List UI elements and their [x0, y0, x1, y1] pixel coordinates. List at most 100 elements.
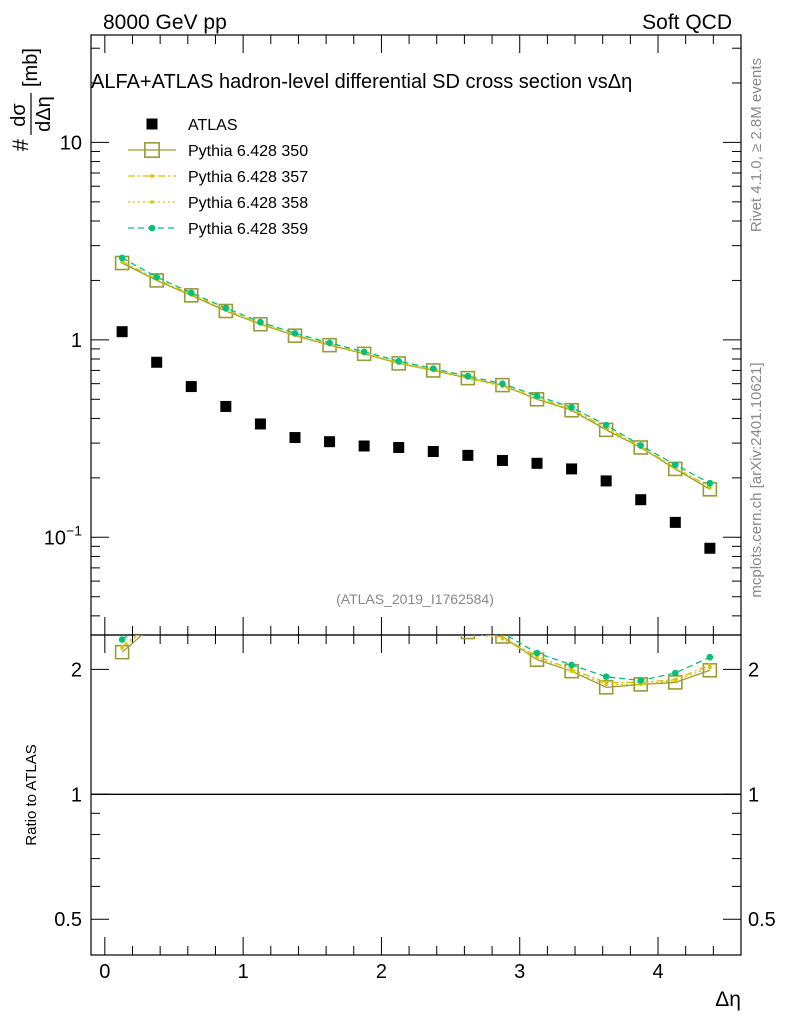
pythia-6-428-358-ratio-point [466, 630, 470, 634]
pythia-6-428-359-point [672, 461, 679, 469]
x-tick-label: 1 [238, 961, 249, 983]
pythia-6-428-350-ratio-point [427, 618, 440, 631]
pythia-6-428-359-ratio-line [121, 635, 711, 682]
ratio-y-tick-label-right: 2 [748, 659, 759, 681]
pythia-6-428-359-point [464, 372, 472, 380]
ratio-y-axis-label: Ratio to ATLAS [23, 744, 40, 845]
main-y-tick-label: 10 [60, 132, 82, 154]
ratio-data-marks [91, 571, 741, 795]
atlas-point [566, 463, 578, 475]
y-label-numerator: dσ [8, 103, 30, 127]
pythia-6-428-359-ratio-point [326, 584, 333, 591]
pythia-6-428-358-ratio-line [121, 635, 711, 686]
main-y-tick-label: 1 [71, 330, 82, 352]
y-label-prefix: # [8, 138, 33, 151]
pythia-6-428-359-ratio-point [637, 677, 645, 684]
pythia-6-428-350-point [633, 440, 649, 455]
pythia-6-428-358-ratio-point [155, 619, 159, 623]
process-label: Soft QCD [642, 11, 732, 34]
pythia-6-428-350-ratio-point [254, 578, 267, 591]
energy-label: 8000 GeV pp [103, 11, 227, 34]
atlas-point [220, 400, 232, 412]
y-label-denominator: dΔη [33, 96, 55, 132]
x-axis-label: Δη [715, 988, 741, 1011]
pythia-6-428-357-ratio-line [121, 635, 711, 684]
pythia-6-428-357-ratio-point [708, 663, 712, 667]
pythia-6-428-358-ratio-point [535, 656, 539, 660]
analysis-tag: (ATLAS_2019_I1762584) [336, 591, 494, 607]
pythia-6-428-359-line [121, 257, 711, 484]
pythia-6-428-358-ratio-point [431, 622, 435, 626]
ratio-y-tick-label-right: 1 [748, 784, 759, 806]
atlas-legend-marker [146, 118, 158, 130]
pythia-6-428-359-point [533, 392, 541, 400]
pythia-6-428-350-legend-label: Pythia 6.428 350 [188, 143, 308, 160]
pythia-6-428-359-point [395, 357, 403, 365]
ratio-y-tick-label: 1 [71, 784, 82, 806]
pythia-6-428-357-legend-marker [150, 174, 154, 178]
atlas-point [254, 418, 266, 430]
pythia-6-428-357-ratio-point [224, 589, 228, 593]
pythia-6-428-350-ratio-point [150, 616, 163, 629]
pythia-6-428-359-point [602, 421, 610, 429]
pythia-6-428-350-ratio-point [288, 574, 301, 587]
main-data-marks [114, 254, 718, 554]
pythia-6-428-358-ratio-point [293, 577, 297, 581]
pythia-6-428-358-point [708, 486, 712, 490]
atlas-point [496, 454, 508, 466]
atlas-point [116, 326, 128, 338]
pythia-6-428-359-ratio-point [257, 577, 264, 584]
pythia-6-428-357-ratio-point [189, 599, 193, 603]
pythia-6-428-359-legend-marker [148, 224, 156, 232]
legend: ATLAS Pythia 6.428 350 Pythia 6.428 357 Pyt… [128, 117, 308, 238]
ratio-plot-frame [90, 634, 742, 956]
pythia-6-428-358-line [121, 261, 711, 489]
atlas-point [635, 494, 647, 506]
pythia-6-428-357-ratio-point [466, 629, 470, 633]
main-axis-ticks: 10−1 1 10 [44, 35, 741, 635]
pythia-6-428-358-legend-marker [150, 200, 154, 204]
ratio-y-tick-label: 2 [71, 659, 82, 681]
x-tick-label: 0 [99, 961, 110, 983]
pythia-6-428-358-ratio-point [500, 636, 505, 641]
pythia-6-428-357-ratio-point [431, 621, 435, 625]
pythia-6-428-359-point [360, 348, 368, 356]
pythia-6-428-357-ratio-point [328, 588, 332, 592]
pythia-6-428-357-line [121, 260, 711, 488]
plot-title: ALFA+ATLAS hadron-level differential SD … [91, 71, 632, 93]
pythia-6-428-359-point [637, 442, 645, 449]
pythia-6-428-359-ratio-point [430, 617, 437, 624]
pythia-6-428-358-ratio-point [224, 590, 228, 594]
atlas-legend-label: ATLAS [188, 117, 238, 134]
pythia-6-428-358-ratio-point [673, 678, 678, 683]
pythia-6-428-359-point [499, 380, 506, 387]
pythia-6-428-357-legend-label: Pythia 6.428 357 [188, 169, 308, 186]
pythia-6-428-359-ratio-point [499, 635, 505, 637]
atlas-point [358, 440, 370, 452]
pythia-6-428-350-ratio-point [219, 587, 232, 600]
pythia-6-428-350-ratio-point [392, 611, 405, 624]
pythia-6-428-350-ratio-point [185, 596, 198, 609]
ratio-axis-ticks: 0 1 2 3 4 0.5 0.5 1 1 2 2 [54, 635, 776, 983]
pythia-6-428-357-ratio-point [155, 618, 159, 622]
pythia-6-428-357-ratio-point [293, 577, 297, 581]
pythia-6-428-359-ratio-point [533, 649, 541, 657]
ratio-y-tick-label: 0.5 [54, 909, 82, 931]
pythia-6-428-359-ratio-point [292, 571, 299, 578]
pythia-6-428-359-ratio-point [706, 653, 714, 661]
pythia-6-428-359-point [187, 289, 195, 297]
atlas-point [151, 356, 163, 368]
atlas-point [462, 449, 474, 461]
pythia-6-428-359-ratio-point [602, 673, 610, 681]
pythia-6-428-359-ratio-point [465, 624, 472, 631]
pythia-6-428-358-ratio-point [708, 665, 712, 670]
pythia-6-428-350-point [356, 346, 372, 362]
pythia-6-428-359-point [118, 254, 126, 262]
atlas-point [324, 436, 336, 448]
pythia-6-428-359-ratio-point [223, 584, 230, 591]
pythia-6-428-359-legend-label: Pythia 6.428 359 [188, 221, 308, 238]
rivet-version-label: Rivet 4.1.0, ≥ 2.8M events [748, 58, 765, 232]
mcplots-label: mcplots.cern.ch [arXiv:2401.10621] [748, 362, 765, 597]
pythia-6-428-357-ratio-point [259, 581, 263, 585]
